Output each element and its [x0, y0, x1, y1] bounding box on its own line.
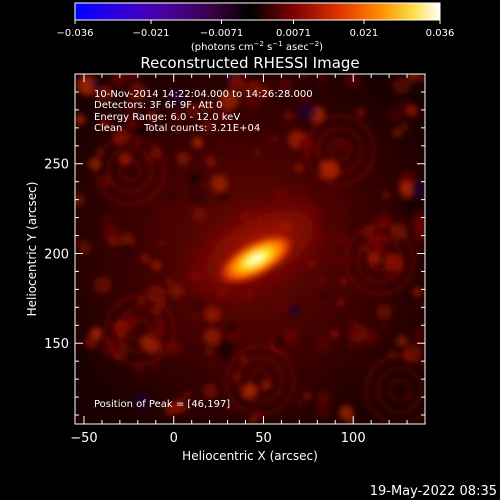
y-axis-label: Heliocentric Y (arcsec) — [25, 182, 39, 317]
time-range-text: 10-Nov-2014 14:22:04.000 to 14:26:28.000 — [94, 89, 313, 100]
x-tick-label: −50 — [70, 431, 97, 446]
clean-text: Clean — [94, 123, 122, 134]
plot-frame — [74, 73, 426, 425]
y-tick-label: 200 — [44, 247, 69, 262]
colorbar-tick-label: 0.036 — [426, 28, 455, 39]
colorbar-tick-label: 0.021 — [350, 28, 379, 39]
colorbar-tick-label: −0.036 — [56, 28, 93, 39]
colorbar-ticks: −0.036 −0.021 −0.0071 0.0071 0.021 0.036 — [56, 20, 454, 39]
colorbar-tick-label: −0.021 — [133, 28, 170, 39]
x-tick-label: 100 — [341, 431, 366, 446]
colorbar-tick-label: 0.0071 — [276, 28, 311, 39]
colorbar-units: (photons cm−2 s−1 asec−2) — [191, 40, 323, 53]
peak-position-text: Position of Peak = [46,197] — [94, 399, 230, 410]
x-tick-label: 50 — [255, 431, 272, 446]
detectors-text: Detectors: 3F 6F 9F, Att 0 — [94, 100, 222, 111]
y-tick-label: 250 — [44, 158, 69, 173]
total-counts-text: Total counts: 3.21E+04 — [143, 123, 260, 134]
y-axis-ticks: 150 200 250 — [44, 73, 425, 416]
colorbar — [74, 2, 441, 21]
source-core — [216, 232, 297, 285]
chart-title: Reconstructed RHESSI Image — [140, 54, 359, 72]
y-tick-label: 150 — [44, 337, 69, 352]
timestamp: 19-May-2022 08:35 — [370, 484, 497, 499]
x-axis-label: Heliocentric X (arcsec) — [182, 449, 318, 463]
x-axis-ticks: −50 0 50 100 — [70, 74, 426, 446]
colorbar-tick-label: −0.0071 — [200, 28, 243, 39]
energy-range-text: Energy Range: 6.0 - 12.0 keV — [94, 112, 240, 123]
x-tick-label: 0 — [170, 431, 178, 446]
